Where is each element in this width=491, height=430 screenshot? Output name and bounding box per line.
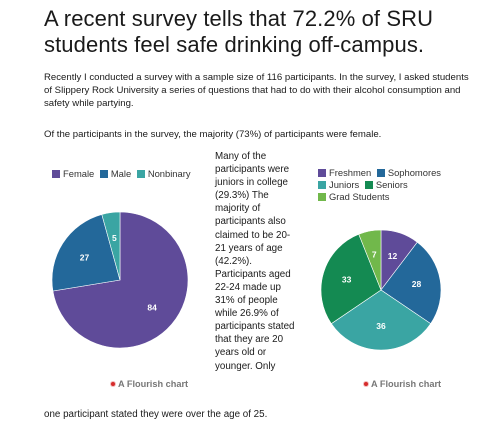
legend-row: Grad Students <box>318 191 468 203</box>
pie-slice-label-freshmen: 12 <box>388 251 398 261</box>
pie-slice-male[interactable] <box>51 214 121 292</box>
legend-row: Juniors Seniors <box>318 179 468 191</box>
legend-swatch <box>318 169 326 177</box>
age-closing-line: one participant stated they were over th… <box>44 409 268 420</box>
pie-slice-juniors[interactable] <box>330 289 432 351</box>
class-year-legend: Freshmen Sophomores Juniors Seniors Grad… <box>318 167 468 203</box>
flourish-dot-icon <box>111 382 115 386</box>
flourish-credit-right[interactable]: A Flourish chart <box>364 379 441 389</box>
legend-swatch <box>318 193 326 201</box>
pie-slice-label-nonbinary: 5 <box>112 233 117 243</box>
demographics-paragraph: Many of the participants were juniors in… <box>215 151 295 372</box>
legend-swatch <box>99 170 108 178</box>
headline: A recent survey tells that 72.2% of SRU … <box>44 6 434 57</box>
pie-slice-seniors[interactable] <box>320 233 382 325</box>
pie-slice-female[interactable] <box>52 211 189 349</box>
flourish-label: A Flourish chart <box>118 379 189 389</box>
flourish-dot-icon <box>364 382 368 386</box>
legend-item-juniors[interactable]: Juniors <box>318 179 359 191</box>
flourish-label: A Flourish chart <box>371 379 442 389</box>
pie-slice-label-seniors: 33 <box>342 274 352 284</box>
flourish-credit-left[interactable]: A Flourish chart <box>111 379 188 389</box>
pie-slice-label-sophomores: 28 <box>412 279 422 289</box>
legend-swatch <box>364 181 373 189</box>
pie-slice-label-male: 27 <box>80 252 90 262</box>
legend-label: Nonbinary <box>147 168 191 179</box>
gender-pie-chart: 84 27 5 <box>51 211 189 349</box>
legend-item-female[interactable]: Female <box>52 168 94 180</box>
legend-swatch <box>376 169 385 177</box>
legend-swatch <box>318 181 326 189</box>
legend-swatch <box>136 170 145 178</box>
legend-label: Grad Students <box>329 191 390 202</box>
pie-slice-grad-students[interactable] <box>358 229 382 291</box>
legend-label: Seniors <box>375 179 408 190</box>
legend-label: Freshmen <box>329 167 372 178</box>
pie-slice-label-juniors: 36 <box>376 321 386 331</box>
pie-slice-label-female: 84 <box>147 302 157 312</box>
legend-label: Male <box>110 168 132 179</box>
pie-slice-label-grad-students: 7 <box>372 250 377 260</box>
legend-label: Juniors <box>329 179 360 190</box>
legend-swatch <box>52 170 60 178</box>
legend-item-nonbinary[interactable]: Nonbinary <box>136 168 191 180</box>
intro-paragraph: Recently I conducted a survey with a sam… <box>44 72 469 109</box>
class-year-pie-chart: 12 28 36 33 7 <box>320 229 442 351</box>
legend-item-seniors[interactable]: Seniors <box>364 179 408 191</box>
legend-label: Female <box>63 168 95 179</box>
legend-item-male[interactable]: Male <box>99 168 132 180</box>
legend-label: Sophomores <box>387 167 441 178</box>
gender-paragraph: Of the participants in the survey, the m… <box>44 129 382 140</box>
legend-item-grad-students[interactable]: Grad Students <box>318 191 389 203</box>
pie-slice-nonbinary[interactable] <box>101 211 121 281</box>
pie-slice-sophomores[interactable] <box>380 241 442 325</box>
gender-legend: Female Male Nonbinary <box>52 168 212 180</box>
legend-item-freshmen[interactable]: Freshmen <box>318 167 371 179</box>
legend-item-sophomores[interactable]: Sophomores <box>376 167 441 179</box>
legend-row: Freshmen Sophomores <box>318 167 468 179</box>
